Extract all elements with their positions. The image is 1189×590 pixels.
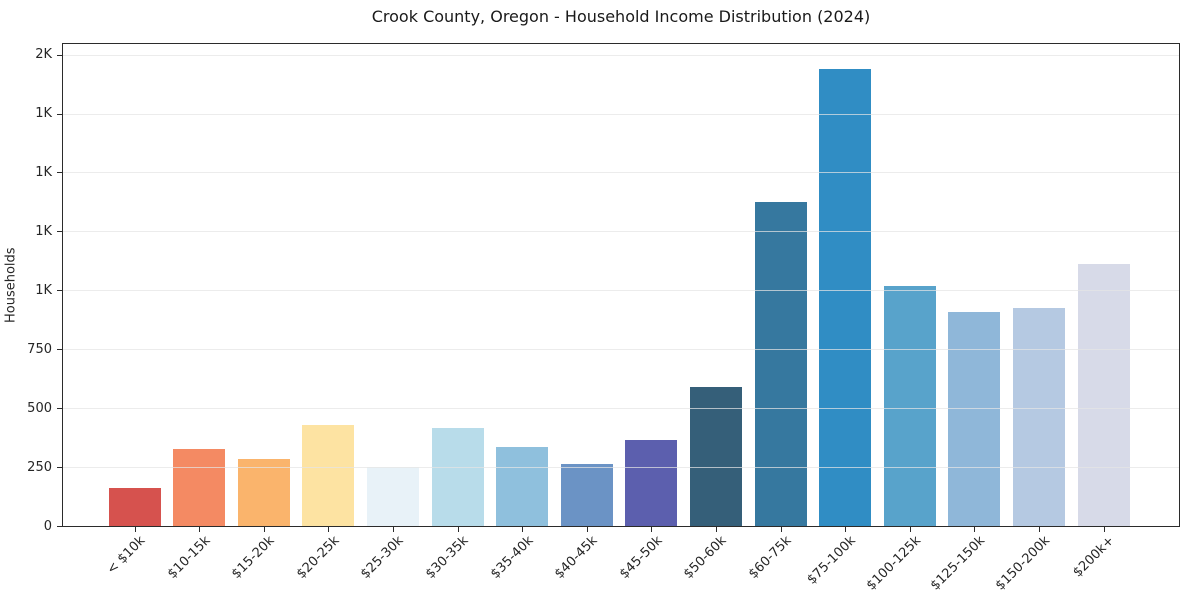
x-tick-label: $10-15k [164, 533, 213, 582]
x-tick-mark [586, 527, 588, 532]
x-tick-label: $30-35k [422, 533, 472, 582]
x-tick-mark [909, 527, 911, 532]
x-tick-mark [263, 527, 265, 532]
gridline [63, 172, 1179, 174]
bar [754, 201, 807, 526]
bar [302, 424, 355, 526]
gridline [63, 54, 1179, 56]
x-tick-label: $45-50k [616, 533, 666, 582]
bar [689, 386, 742, 526]
y-tick-mark [57, 526, 62, 527]
x-tick-mark [715, 527, 717, 532]
bar [237, 458, 290, 526]
x-tick-mark [1038, 527, 1040, 532]
gridline [63, 231, 1179, 233]
x-tick-label: $75-100k [804, 533, 859, 588]
bar [625, 439, 678, 526]
gridline [63, 113, 1179, 115]
gridline [63, 467, 1179, 469]
plot-area [62, 43, 1180, 527]
bar [173, 449, 226, 526]
y-tick-label: 750 [27, 341, 52, 357]
gridline [63, 290, 1179, 292]
y-tick-mark [57, 231, 62, 233]
y-tick-mark [57, 172, 62, 174]
chart-title: Crook County, Oregon - Household Income … [371, 7, 871, 26]
x-tick-mark [392, 527, 394, 532]
x-tick-mark [845, 527, 847, 532]
y-tick-mark [57, 113, 62, 115]
x-tick-label: $100-125k [863, 533, 924, 590]
bar [431, 428, 484, 526]
y-tick-label: 1K [35, 106, 52, 122]
y-tick-mark [57, 290, 62, 292]
bar [1012, 307, 1065, 526]
bar [496, 447, 549, 526]
x-tick-mark [974, 527, 976, 532]
gridline [63, 349, 1179, 351]
y-tick-label: 2K [35, 47, 52, 63]
x-tick-label: $50-60k [681, 533, 730, 582]
x-tick-label: $15-20k [229, 533, 278, 582]
bar [560, 463, 613, 526]
y-tick-label: 0 [43, 518, 52, 534]
y-tick-mark [57, 349, 62, 351]
x-tick-mark [134, 527, 136, 532]
y-tick-label: 1K [35, 164, 52, 180]
x-tick-mark [1103, 527, 1105, 532]
bar [883, 285, 936, 526]
x-tick-mark [522, 527, 524, 532]
x-tick-mark [457, 527, 459, 532]
x-tick-mark [199, 527, 201, 532]
bar [108, 488, 161, 526]
x-tick-label: $40-45k [552, 533, 601, 582]
bar [819, 68, 872, 526]
x-tick-mark [328, 527, 330, 532]
x-tick-mark [780, 527, 782, 532]
x-tick-label: $60-75k [745, 533, 795, 582]
x-tick-label: $150-200k [992, 533, 1053, 590]
x-tick-label: $20-25k [293, 533, 343, 582]
y-tick-mark [57, 54, 62, 56]
x-tick-label: $35-40k [487, 533, 536, 582]
y-tick-mark [57, 467, 62, 469]
y-tick-label: 1K [35, 282, 52, 298]
bar [366, 467, 419, 526]
x-tick-label: $125-150k [928, 533, 989, 590]
y-tick-label: 1K [35, 223, 52, 239]
y-tick-label: 250 [27, 459, 52, 475]
y-tick-mark [57, 408, 62, 410]
x-tick-label: < $10k [104, 533, 149, 578]
y-tick-label: 500 [27, 400, 52, 416]
x-tick-mark [651, 527, 653, 532]
x-tick-label: $200k+ [1070, 533, 1118, 581]
gridline [63, 408, 1179, 410]
x-tick-label: $25-30k [358, 533, 407, 582]
bar [948, 311, 1001, 526]
bar [1077, 264, 1130, 526]
